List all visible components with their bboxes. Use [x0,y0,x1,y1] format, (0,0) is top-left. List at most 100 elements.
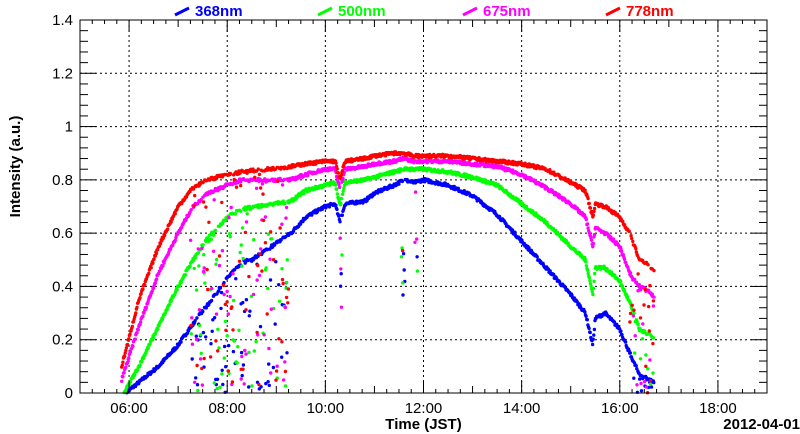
data-point [225,334,229,338]
data-point [245,212,249,216]
data-point [566,241,570,245]
data-point [146,346,150,350]
data-point [592,206,597,211]
data-point [120,363,125,367]
data-point [152,257,156,261]
data-point [340,192,345,196]
data-point [642,303,646,307]
y-tick-label: 0.2 [52,332,73,349]
data-point [256,167,260,171]
data-point [587,276,592,280]
data-point [548,269,552,273]
data-point [230,305,234,309]
data-point [201,269,206,274]
data-point [588,279,592,283]
data-point [219,306,223,311]
data-point [620,333,624,337]
data-point [340,169,345,173]
data-point [167,303,172,307]
data-point [240,226,245,230]
data-point [338,220,342,224]
series-500nm [122,166,656,395]
data-point [201,180,205,185]
data-point [244,220,249,224]
data-point [158,242,163,246]
data-point [634,364,638,368]
data-point [651,336,656,340]
data-point [641,322,645,326]
data-point [646,263,650,267]
data-point [243,348,247,353]
data-point [120,379,124,383]
data-point [121,360,125,364]
data-point [154,251,159,256]
data-point [644,385,649,389]
data-point [243,230,248,235]
data-point [280,183,285,187]
data-point [340,253,344,257]
data-point [241,300,245,305]
data-point [150,289,154,293]
data-point [628,320,632,324]
data-point [215,386,219,391]
data-point [585,268,590,272]
data-point [193,255,198,260]
data-point [227,232,232,236]
data-point [220,368,224,372]
data-point [241,367,245,371]
data-point [339,267,343,271]
data-point [239,209,243,213]
data-point [247,314,251,318]
data-point [127,356,131,360]
data-point [200,246,204,251]
data-point [194,288,199,292]
data-point [633,351,637,355]
data-point [221,382,225,387]
legend-marker-368nm [174,6,190,17]
data-point [413,190,418,194]
data-point [138,320,143,324]
data-point [642,379,647,384]
data-point [552,170,556,174]
data-point [196,201,200,206]
data-point [198,357,203,361]
data-point [647,304,651,309]
x-tick-label: 18:00 [699,400,737,417]
data-point [216,349,220,353]
data-point [613,273,617,277]
data-point [648,379,653,383]
data-point [228,294,232,299]
y-axis-title: Intensity (a.u.) [7,116,24,218]
data-point [651,304,656,308]
legend-marker-778nm [605,6,621,17]
data-point [632,277,637,281]
data-point [628,311,633,316]
data-point [400,246,404,250]
data-point [638,316,643,320]
data-point [587,326,591,331]
data-point [229,205,233,210]
data-point [199,351,203,355]
data-point [590,342,595,347]
data-point [286,287,291,291]
data-point [587,201,591,206]
data-point [163,233,167,238]
data-point [124,346,129,350]
data-point [649,385,654,389]
data-point [192,204,196,208]
data-point [400,248,405,253]
data-point [209,298,214,303]
data-point [334,161,338,165]
data-point [591,244,595,249]
data-point [195,316,199,320]
data-point [197,308,202,312]
data-point [223,302,227,307]
data-point [240,264,244,268]
data-point [590,289,594,294]
data-point [259,385,263,389]
data-point [194,334,198,338]
data-point [244,352,248,356]
data-point [592,333,596,337]
data-point [236,345,240,349]
